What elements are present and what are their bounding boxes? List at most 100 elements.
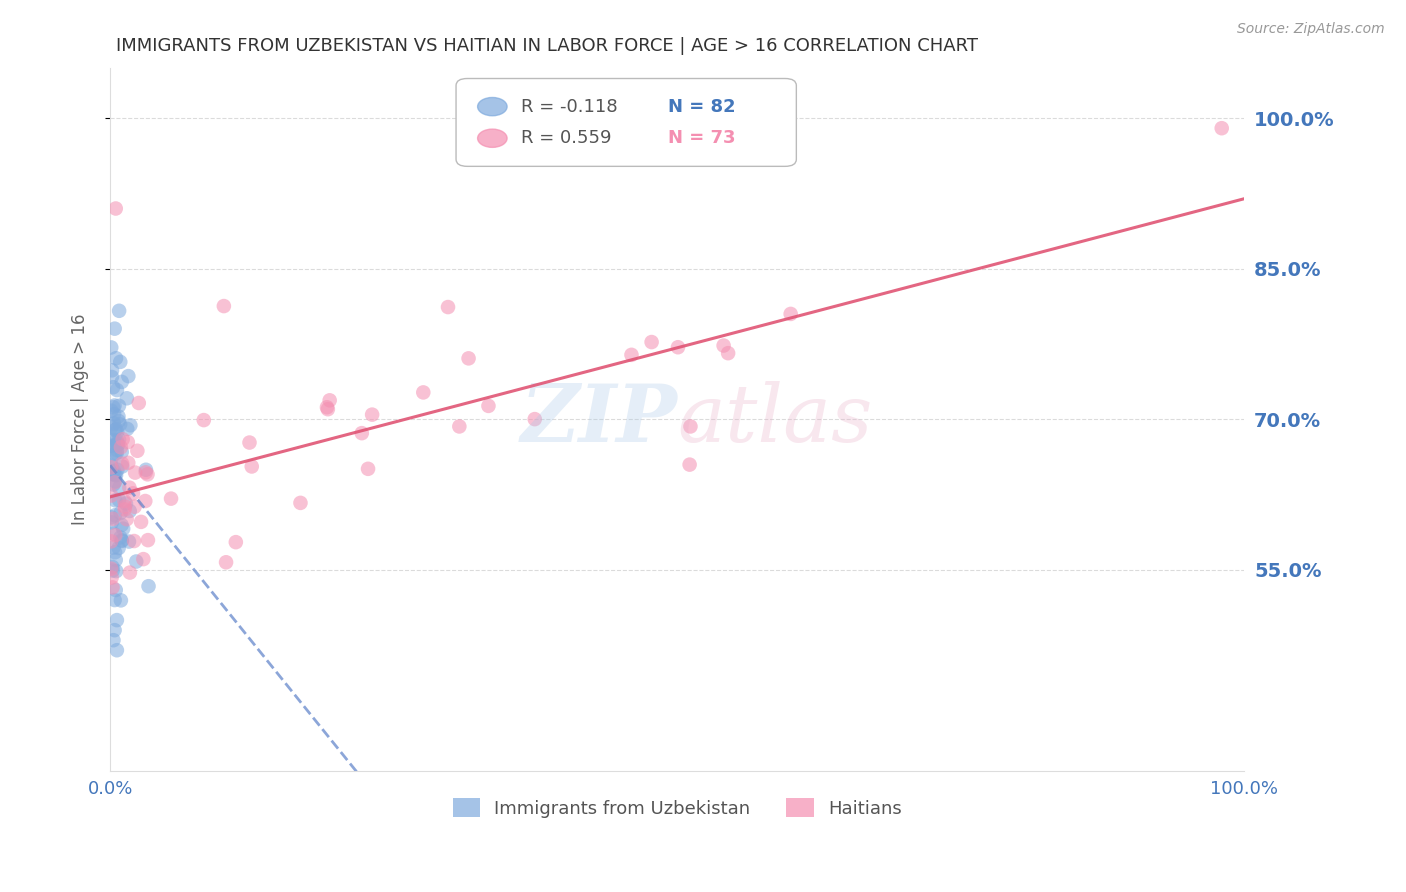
Point	[679, 419, 702, 434]
Point	[122, 486, 145, 500]
Text: IMMIGRANTS FROM UZBEKISTAN VS HAITIAN IN LABOR FORCE | AGE > 16 CORRELATION CHAR: IMMIGRANTS FROM UZBEKISTAN VS HAITIAN IN…	[115, 37, 977, 55]
FancyBboxPatch shape	[456, 78, 796, 166]
Point	[118, 566, 141, 580]
Text: Source: ZipAtlas.com: Source: ZipAtlas.com	[1237, 22, 1385, 37]
Point	[350, 426, 373, 441]
Text: R = -0.118: R = -0.118	[520, 97, 617, 116]
Point	[620, 348, 643, 362]
Point	[713, 338, 735, 352]
Point	[122, 534, 145, 549]
Point	[101, 363, 124, 377]
Point	[100, 460, 122, 475]
Point	[134, 494, 156, 508]
Point	[104, 528, 127, 542]
Point	[357, 462, 380, 476]
Point	[107, 414, 129, 428]
Point	[118, 481, 141, 495]
Point	[118, 504, 141, 518]
Point	[103, 417, 125, 431]
Point	[124, 500, 146, 514]
Point	[100, 489, 122, 503]
Point	[136, 533, 159, 548]
Point	[449, 419, 471, 434]
Point	[110, 355, 132, 369]
Point	[160, 491, 183, 506]
Point	[104, 423, 127, 437]
Point	[115, 392, 138, 406]
Point	[104, 202, 127, 216]
Text: ZIP: ZIP	[520, 381, 678, 458]
Point	[107, 438, 129, 452]
Point	[717, 346, 740, 360]
Point	[412, 385, 434, 400]
Point	[103, 401, 125, 415]
Point	[104, 582, 127, 597]
Point	[111, 457, 134, 471]
Point	[225, 535, 247, 549]
Point	[103, 467, 125, 482]
Point	[193, 413, 215, 427]
Point	[136, 467, 159, 482]
Point	[110, 531, 132, 545]
Point	[118, 534, 141, 549]
Point	[129, 515, 152, 529]
Point	[238, 435, 260, 450]
Point	[135, 463, 157, 477]
Point	[111, 445, 134, 459]
Point	[103, 407, 125, 421]
Point	[316, 402, 339, 417]
Point	[114, 500, 136, 514]
Point	[105, 643, 128, 657]
Point	[110, 440, 132, 454]
Point	[101, 512, 124, 526]
Y-axis label: In Labor Force | Age > 16: In Labor Force | Age > 16	[72, 314, 89, 525]
Point	[101, 380, 124, 394]
Point	[104, 493, 127, 508]
Point	[105, 422, 128, 436]
Point	[117, 435, 139, 450]
Point	[290, 496, 312, 510]
Point	[100, 562, 122, 576]
Point	[103, 633, 125, 648]
Point	[127, 443, 149, 458]
Point	[240, 459, 263, 474]
Point	[108, 417, 131, 432]
Point	[104, 447, 127, 461]
Point	[101, 564, 124, 578]
Point	[103, 526, 125, 541]
Point	[104, 553, 127, 567]
Point	[111, 533, 134, 548]
Point	[115, 512, 138, 526]
Point	[100, 420, 122, 434]
Point	[105, 468, 128, 483]
Point	[104, 593, 127, 607]
Point	[678, 458, 700, 472]
Point	[110, 518, 132, 533]
Point	[101, 580, 124, 594]
Point	[103, 477, 125, 491]
Point	[104, 438, 127, 452]
Point	[107, 436, 129, 450]
Point	[779, 307, 801, 321]
Point	[101, 516, 124, 530]
Point	[117, 456, 139, 470]
Point	[437, 300, 460, 314]
Point	[101, 560, 124, 574]
Text: N = 82: N = 82	[668, 97, 735, 116]
Point	[135, 466, 157, 480]
Point	[108, 433, 131, 447]
Point	[117, 422, 139, 436]
Point	[100, 570, 122, 584]
Point	[101, 370, 124, 384]
Point	[111, 432, 134, 446]
Point	[108, 481, 131, 495]
Point	[100, 458, 122, 473]
Point	[104, 399, 127, 413]
Point	[114, 502, 136, 516]
Point	[132, 552, 155, 566]
Circle shape	[478, 97, 508, 116]
Point	[100, 534, 122, 549]
Point	[105, 383, 128, 397]
Point	[120, 418, 142, 433]
Point	[104, 508, 127, 523]
